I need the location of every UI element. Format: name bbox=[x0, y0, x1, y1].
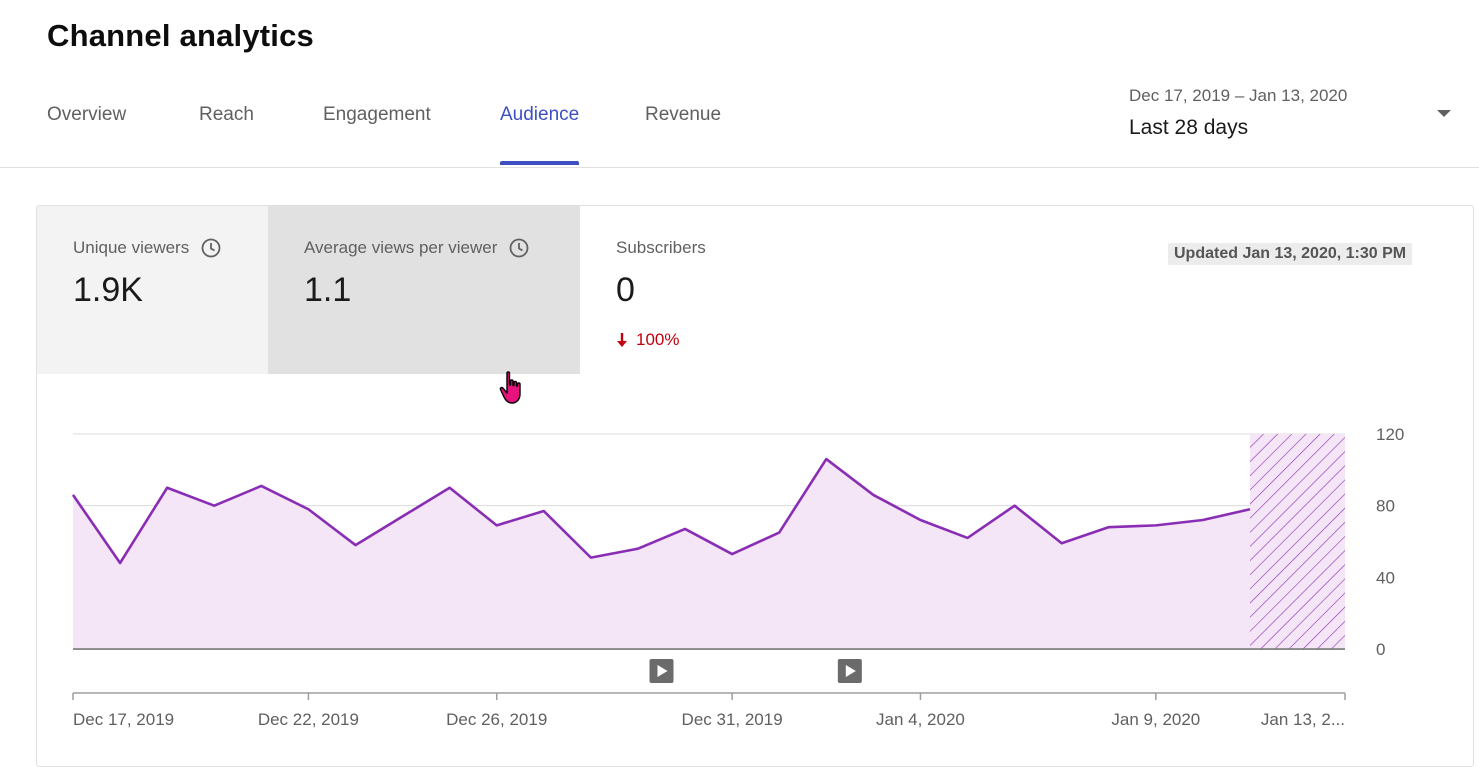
date-range-label: Last 28 days bbox=[1129, 116, 1459, 140]
metric-label: Average views per viewer bbox=[304, 238, 529, 258]
updated-badge: Updated Jan 13, 2020, 1:30 PM bbox=[1168, 243, 1412, 265]
date-range-text: Dec 17, 2019 – Jan 13, 2020 bbox=[1129, 86, 1459, 106]
tab-reach[interactable]: Reach bbox=[199, 104, 254, 166]
audience-card: Unique viewers 1.9K Average views per vi… bbox=[36, 205, 1474, 767]
metric-delta-value: 100% bbox=[636, 330, 679, 350]
metric-value: 1.1 bbox=[304, 271, 351, 310]
metric-delta: 100% bbox=[616, 330, 679, 350]
tab-engagement[interactable]: Engagement bbox=[323, 104, 431, 166]
metric-value: 0 bbox=[616, 271, 635, 310]
hand-cursor-icon bbox=[498, 370, 528, 406]
metric-label: Unique viewers bbox=[73, 238, 221, 258]
clock-icon bbox=[201, 238, 221, 258]
caret-down-icon bbox=[1437, 110, 1451, 117]
metric-value: 1.9K bbox=[73, 271, 143, 310]
date-range-picker[interactable]: Dec 17, 2019 – Jan 13, 2020 Last 28 days bbox=[1129, 86, 1459, 146]
metric-label-text: Subscribers bbox=[616, 238, 706, 258]
header-divider bbox=[0, 167, 1479, 168]
metric-label-text: Unique viewers bbox=[73, 238, 189, 258]
metric-subscribers[interactable]: Subscribers 0 100% bbox=[580, 206, 750, 374]
metric-unique-viewers[interactable]: Unique viewers 1.9K bbox=[37, 206, 268, 374]
metric-average-views-per-viewer[interactable]: Average views per viewer 1.1 bbox=[268, 206, 580, 374]
clock-icon bbox=[509, 238, 529, 258]
tab-audience[interactable]: Audience bbox=[500, 104, 579, 166]
page-title: Channel analytics bbox=[47, 18, 314, 54]
metric-label-text: Average views per viewer bbox=[304, 238, 497, 258]
metric-label: Subscribers bbox=[616, 238, 706, 258]
tab-revenue[interactable]: Revenue bbox=[645, 104, 721, 166]
arrow-down-icon bbox=[616, 332, 628, 348]
tab-overview[interactable]: Overview bbox=[47, 104, 126, 166]
